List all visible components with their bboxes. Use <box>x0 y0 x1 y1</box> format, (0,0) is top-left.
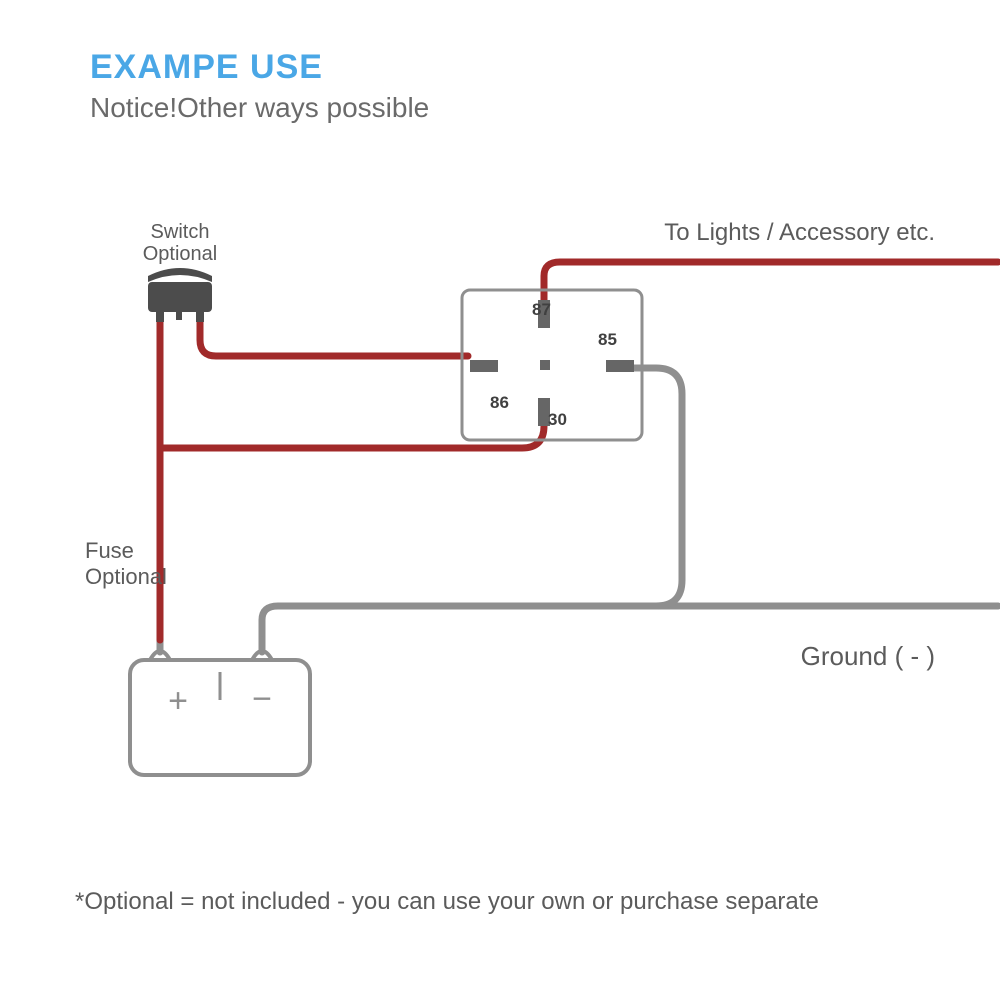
diagram-subtitle: Notice!Other ways possible <box>90 92 429 124</box>
gray-wires <box>160 368 998 652</box>
battery: +− <box>130 651 310 775</box>
svg-text:Optional: Optional <box>143 243 218 265</box>
svg-text:Optional: Optional <box>85 564 167 589</box>
svg-text:To Lights / Accessory etc.: To Lights / Accessory etc. <box>664 219 935 246</box>
svg-text:Ground ( - ): Ground ( - ) <box>801 641 935 671</box>
switch-icon <box>148 268 212 322</box>
svg-text:Switch: Switch <box>151 221 210 243</box>
svg-text:Fuse: Fuse <box>85 538 134 563</box>
relay: 87 85 86 30 <box>462 290 642 440</box>
svg-text:30: 30 <box>548 410 567 429</box>
diagram-title: EXAMPE USE <box>90 48 323 87</box>
svg-text:+: + <box>168 682 188 720</box>
svg-text:−: − <box>252 680 272 718</box>
diagram-footnote: *Optional = not included - you can use y… <box>75 888 819 916</box>
svg-text:85: 85 <box>598 330 617 349</box>
red-wires <box>160 262 998 640</box>
wiring-diagram: 87858630 +− SwitchOptionalTo Lights / Ac… <box>0 0 1000 1000</box>
svg-text:87: 87 <box>532 300 551 319</box>
svg-text:86: 86 <box>490 393 509 412</box>
